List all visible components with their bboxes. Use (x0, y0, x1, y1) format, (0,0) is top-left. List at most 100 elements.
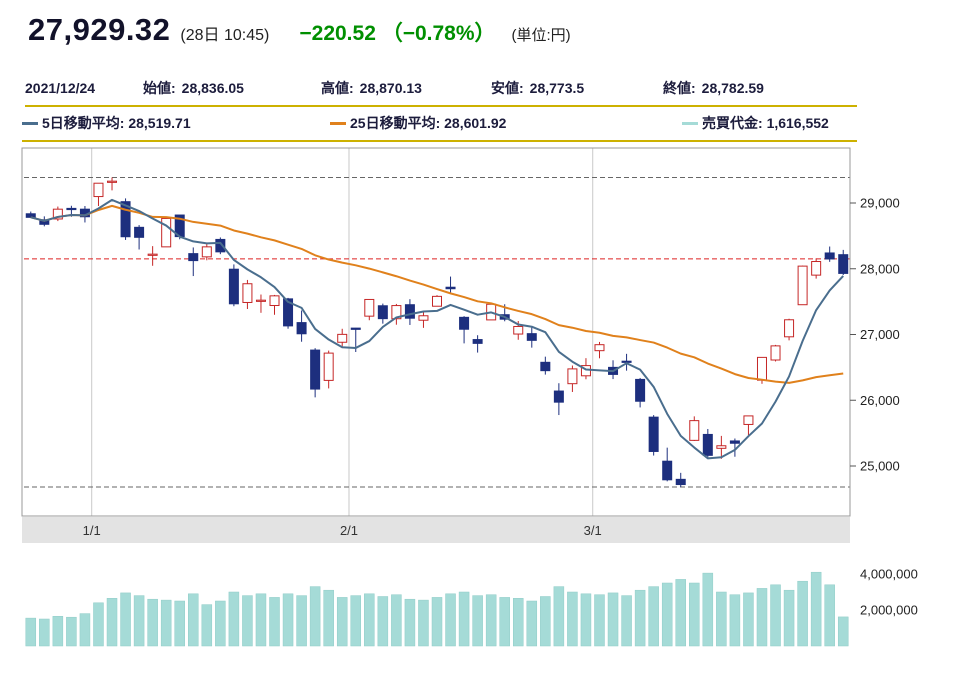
volume-bar[interactable] (364, 593, 375, 647)
volume-bar[interactable] (458, 591, 470, 647)
candle-body[interactable] (39, 219, 50, 225)
volume-bar[interactable] (567, 591, 578, 647)
volume-bar[interactable] (147, 598, 158, 647)
volume-bar[interactable] (133, 595, 145, 647)
volume-bar[interactable] (296, 595, 307, 647)
candle-body[interactable] (811, 261, 822, 276)
candle-body[interactable] (770, 345, 781, 361)
candle-body[interactable] (432, 295, 442, 307)
volume-bar[interactable] (810, 571, 822, 647)
volume-bar[interactable] (743, 592, 754, 647)
volume-bar[interactable] (323, 589, 334, 647)
candle-body[interactable] (675, 478, 686, 486)
candle-body[interactable] (689, 420, 700, 441)
volume-bar[interactable] (391, 594, 402, 647)
candle-body[interactable] (188, 253, 199, 262)
volume-bar[interactable] (553, 586, 565, 647)
candle-body[interactable] (784, 319, 795, 338)
volume-bar[interactable] (607, 592, 619, 647)
volume-bar[interactable] (309, 586, 321, 647)
volume-bar[interactable] (120, 592, 131, 647)
volume-bar[interactable] (594, 594, 605, 647)
volume-bar[interactable] (512, 598, 524, 647)
candle-body[interactable] (134, 226, 145, 238)
candle-body[interactable] (404, 304, 415, 319)
volume-bar[interactable] (770, 584, 781, 647)
candle-body[interactable] (540, 361, 551, 372)
candle-body[interactable] (797, 265, 808, 306)
volume-bar[interactable] (39, 618, 50, 647)
volume-bar[interactable] (418, 599, 429, 647)
candle-body[interactable] (635, 378, 646, 402)
volume-bar[interactable] (702, 572, 714, 647)
candle-body[interactable] (337, 333, 348, 343)
volume-bar[interactable] (580, 593, 592, 647)
candle-body[interactable] (553, 390, 564, 403)
candle-body[interactable] (242, 283, 253, 303)
candle-body[interactable] (662, 460, 673, 481)
volume-bar[interactable] (445, 593, 456, 647)
candle-body[interactable] (25, 213, 36, 218)
candle-body[interactable] (310, 349, 321, 390)
candle-body[interactable] (215, 238, 226, 253)
candle-body[interactable] (838, 254, 849, 274)
volume-bar[interactable] (540, 596, 551, 647)
candle-body[interactable] (93, 182, 104, 198)
candle-body[interactable] (418, 315, 429, 321)
candle-body[interactable] (824, 252, 835, 260)
candle-body[interactable] (364, 298, 375, 317)
volume-bar[interactable] (756, 588, 768, 647)
candle-body[interactable] (296, 322, 307, 335)
candle-body[interactable] (147, 253, 158, 256)
volume-bar[interactable] (228, 591, 240, 647)
volume-bar[interactable] (526, 600, 538, 647)
candle-body[interactable] (377, 305, 388, 320)
volume-bar[interactable] (188, 593, 199, 647)
candle-body[interactable] (459, 316, 470, 330)
volume-bar[interactable] (106, 598, 118, 647)
candle-body[interactable] (526, 333, 537, 341)
candle-body[interactable] (391, 305, 402, 320)
volume-bar[interactable] (215, 600, 226, 647)
candle-body[interactable] (228, 268, 239, 305)
candle-body[interactable] (269, 295, 280, 307)
volume-bar[interactable] (350, 595, 362, 647)
volume-bar[interactable] (242, 595, 253, 647)
volume-bar[interactable] (661, 582, 673, 647)
candle-body[interactable] (283, 298, 294, 327)
volume-bar[interactable] (160, 599, 172, 647)
candle-body[interactable] (52, 208, 63, 220)
candle-body[interactable] (120, 201, 131, 238)
volume-bar[interactable] (174, 600, 185, 647)
candle-body[interactable] (648, 416, 659, 452)
volume-bar[interactable] (837, 616, 849, 647)
volume-bar[interactable] (472, 595, 483, 647)
volume-bar[interactable] (336, 597, 348, 647)
candle-body[interactable] (66, 207, 77, 211)
price-volume-chart[interactable]: 25,000 26,000 27,000 28,000 29,000 1/1 2/1 3/1 4… (20, 146, 955, 651)
volume-bar[interactable] (79, 613, 91, 647)
volume-bar[interactable] (648, 586, 659, 647)
volume-bar[interactable] (621, 595, 632, 647)
candle-body[interactable] (107, 180, 118, 183)
volume-bar[interactable] (634, 589, 646, 647)
volume-bar[interactable] (404, 598, 416, 647)
volume-bar[interactable] (783, 589, 795, 647)
volume-bar[interactable] (675, 579, 686, 647)
volume-bar[interactable] (499, 597, 510, 647)
volume-bar[interactable] (269, 597, 280, 647)
candle-body[interactable] (350, 327, 361, 330)
volume-bar[interactable] (52, 616, 64, 647)
volume-bar[interactable] (716, 591, 727, 647)
volume-bar[interactable] (93, 602, 104, 647)
volume-bar[interactable] (255, 593, 267, 647)
volume-bar[interactable] (66, 616, 77, 647)
candle-body[interactable] (756, 356, 767, 381)
candle-body[interactable] (594, 344, 605, 352)
volume-bar[interactable] (729, 594, 741, 647)
candle-body[interactable] (729, 440, 740, 444)
candle-body[interactable] (716, 445, 727, 449)
candle-body[interactable] (567, 368, 578, 385)
volume-bar[interactable] (431, 597, 443, 647)
candle-body[interactable] (323, 352, 334, 381)
